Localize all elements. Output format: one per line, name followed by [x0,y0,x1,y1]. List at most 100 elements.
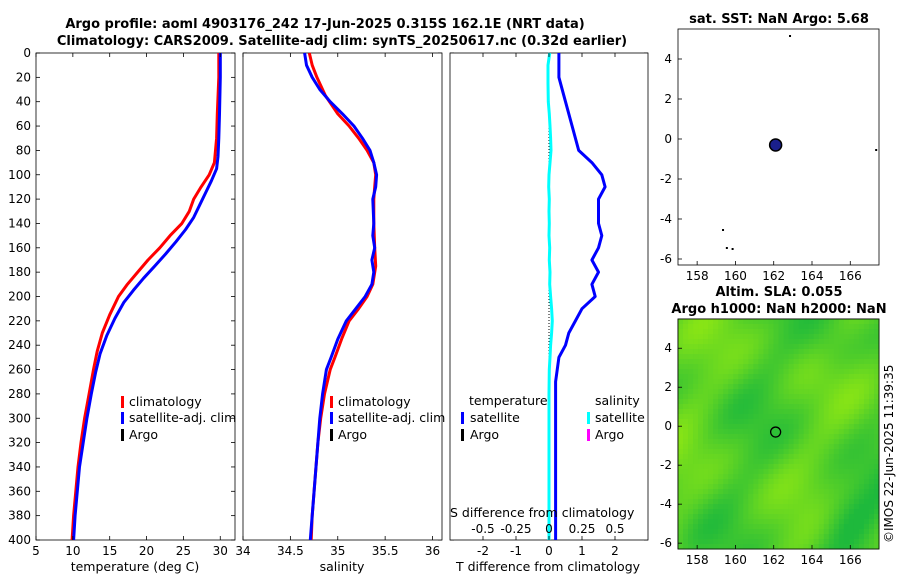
sla-heatmap-cell [848,319,855,325]
sla-heatmap-cell [828,324,835,330]
sla-heatmap-cell [773,439,779,445]
sla-heatmap-cell [843,334,850,340]
sla-heatmap-cell [678,489,684,495]
sla-heatmap-cell [743,534,749,540]
sla-heatmap-cell [738,459,744,465]
sla-heatmap-cell [793,464,799,470]
sla-heatmap-cell [823,339,830,345]
sla-heatmap-cell [688,479,694,485]
sla-heatmap-cell [873,509,880,515]
sla-heatmap-cell [753,439,759,445]
sla-heatmap-cell [708,429,714,435]
sla-heatmap-cell [863,509,870,515]
sla-heatmap-cell [758,399,764,405]
sla-heatmap-cell [743,469,749,475]
sla-heatmap-cell [743,464,749,470]
sla-heatmap-cell [853,534,860,540]
sla-heatmap-cell [703,499,709,505]
sla-heatmap-cell [803,389,809,395]
sla-heatmap-cell [748,454,754,460]
sla-map-panel: Altim. SLA: 0.055 Argo h1000: NaN h2000:… [660,285,887,567]
sla-heatmap-cell [798,329,804,335]
sla-heatmap-cell [838,424,845,430]
sla_map-ytick-label: 4 [664,341,672,355]
sla-heatmap-cell [768,344,774,350]
sla-heatmap-cell [738,474,744,480]
sst-data-speck [789,35,792,37]
sla-heatmap-cell [703,409,709,415]
sla-heatmap-cell [678,319,684,325]
sla-heatmap-cell [678,374,684,380]
sla-heatmap-cell [803,459,809,465]
sla-heatmap-cell [823,484,830,490]
sla-heatmap-cell [868,354,875,360]
sla-heatmap-cell [823,499,830,505]
sla-heatmap-cell [678,414,684,420]
difference-top-xlabel: S difference from climatology [450,505,635,520]
sla-heatmap-cell [743,384,749,390]
sla-heatmap-cell [858,539,865,545]
sla-heatmap-cell [688,419,694,425]
sla-heatmap-cell [823,359,830,365]
sla-heatmap-cell [803,334,809,340]
sla-heatmap-cell [838,504,845,510]
sla-heatmap-cell [818,479,825,485]
sla-heatmap-cell [733,404,739,410]
sla-heatmap-cell [713,349,719,355]
sla-heatmap-cell [743,399,749,405]
sla-heatmap-cell [768,324,774,330]
sla-heatmap-cell [688,384,694,390]
sla-heatmap-cell [693,439,699,445]
sla-heatmap-cell [803,469,809,475]
sla-heatmap-cell [833,414,840,420]
sst-data-speck [875,149,878,151]
sla-heatmap-cell [768,454,774,460]
sla-heatmap-cell [733,364,739,370]
sla-heatmap-cell [808,504,814,510]
sla-heatmap-cell [783,494,789,500]
sla-heatmap-cell [718,539,724,545]
sla-heatmap-cell [798,464,804,470]
sla-heatmap-cell [858,344,865,350]
sla-heatmap-cell [843,434,850,440]
sla-heatmap-cell [718,369,724,375]
sla-heatmap-cell [693,409,699,415]
sla-heatmap-cell [703,469,709,475]
sla-heatmap-cell [698,519,704,525]
sla-heatmap-cell [763,454,769,460]
sla-heatmap-cell [863,469,870,475]
sla-heatmap-cell [723,469,729,475]
sla-heatmap-cell [778,419,784,425]
sla-heatmap-cell [853,344,860,350]
sla-heatmap-cell [748,334,754,340]
sla-heatmap-cell [848,449,855,455]
sla-heatmap-cell [753,344,759,350]
sla-heatmap-cell [778,434,784,440]
sla-heatmap-cell [718,489,724,495]
sla-heatmap-cell [703,344,709,350]
sla-map-title-line2: Argo h1000: NaN h2000: NaN [671,302,886,317]
sla-heatmap [677,318,880,550]
sla-heatmap-cell [803,424,809,430]
sla-heatmap-cell [768,319,774,325]
salinity-diff-xtick-label: 0.5 [605,522,624,536]
sla-heatmap-cell [833,474,840,480]
sla-heatmap-cell [753,474,759,480]
sla-heatmap-cell [753,374,759,380]
sla-heatmap-cell [703,529,709,535]
sla-heatmap-cell [758,544,764,550]
sla-heatmap-cell [753,469,759,475]
sla-heatmap-cell [868,424,875,430]
sla-heatmap-cell [698,459,704,465]
sla-heatmap-cell [748,364,754,370]
sla-heatmap-cell [863,519,870,525]
sla-heatmap-cell [853,524,860,530]
sla-heatmap-cell [718,334,724,340]
sla-heatmap-cell [768,409,774,415]
sla-heatmap-cell [703,489,709,495]
sla-heatmap-cell [783,429,789,435]
sla-heatmap-cell [683,384,689,390]
sla-heatmap-cell [853,374,860,380]
sla-heatmap-cell [723,429,729,435]
sla-heatmap-cell [833,529,840,535]
